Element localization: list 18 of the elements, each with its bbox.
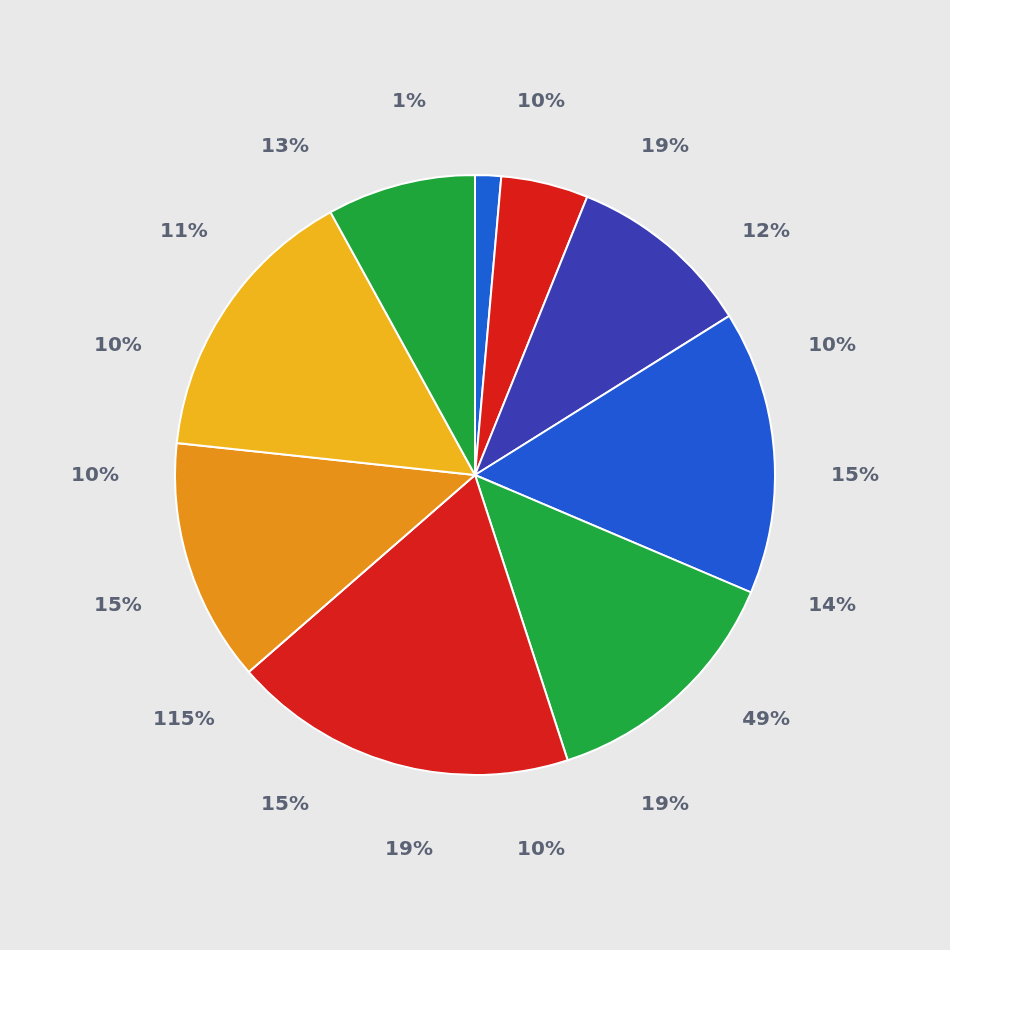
text: 10% xyxy=(93,332,142,357)
text: 15% xyxy=(93,591,142,616)
text: 19% xyxy=(641,791,689,816)
text: 13% xyxy=(261,132,309,157)
text: 10% xyxy=(517,87,565,112)
text: 15% xyxy=(831,462,879,486)
text: 12% xyxy=(742,217,791,242)
text: 49% xyxy=(742,706,791,731)
text: 19% xyxy=(641,132,689,157)
text: 11% xyxy=(159,217,208,242)
text: 14% xyxy=(808,591,857,616)
text: 10% xyxy=(808,332,857,357)
text: 10% xyxy=(517,836,565,861)
text: 1% xyxy=(392,87,426,112)
text: 19% xyxy=(385,836,433,861)
text: 10% xyxy=(71,462,119,486)
text: 15% xyxy=(261,791,309,816)
text: 115% xyxy=(153,706,215,731)
